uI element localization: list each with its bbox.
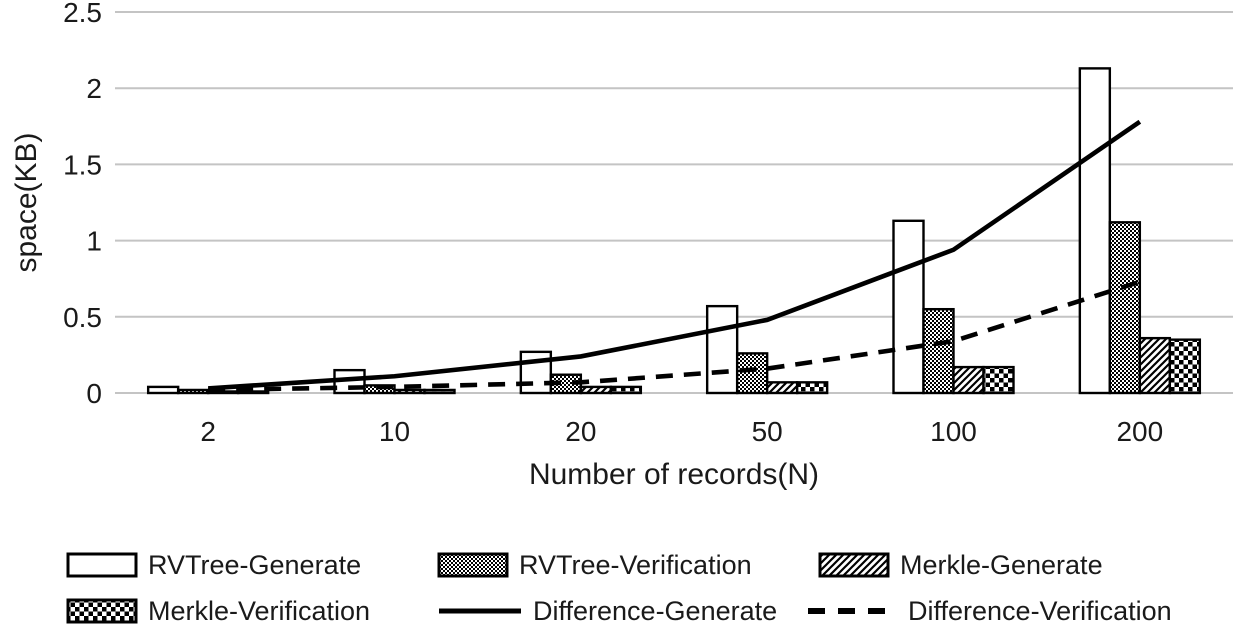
bar-RVTree-Generate-200 — [1078, 67, 1112, 395]
legend-label: Difference-Generate — [533, 596, 778, 626]
legend-swatch-white-bar-icon — [66, 552, 138, 578]
lines — [208, 119, 1142, 393]
legend-swatch-fine-checker-icon — [437, 552, 509, 578]
legend-item-rvtree-generate: RVTree-Generate — [66, 549, 361, 581]
legend-item-rvtree-verification: RVTree-Verification — [437, 549, 752, 581]
bar-Merkle-Verification-50 — [795, 381, 829, 395]
y-tick-label: 2 — [86, 73, 102, 104]
y-tick-label: 0.5 — [63, 302, 102, 333]
bar-Merkle-Generate-200 — [1138, 336, 1172, 395]
line-Difference-Verification — [208, 279, 1141, 393]
y-tick-label: 2.5 — [63, 0, 102, 28]
y-axis-title: space(KB) — [10, 132, 43, 272]
x-tick-label: 50 — [752, 416, 783, 447]
legend-label: Merkle-Verification — [148, 596, 371, 626]
bar-Merkle-Verification-10 — [423, 388, 456, 395]
legend-label: RVTree-Generate — [148, 550, 362, 580]
legend-label: RVTree-Verification — [519, 550, 752, 580]
bar-Merkle-Generate-20 — [579, 385, 613, 395]
legend-swatch-dashed-line-icon — [808, 608, 898, 614]
x-tick-label: 20 — [565, 416, 596, 447]
legend-swatch-checkerboard-icon — [66, 598, 138, 624]
y-tick-label: 0 — [86, 378, 102, 409]
x-tick-label: 100 — [930, 416, 977, 447]
bar-RVTree-Verification-200 — [1108, 221, 1142, 395]
bar-Merkle-Generate-50 — [765, 381, 799, 395]
legend-label: Difference-Verification — [908, 596, 1172, 626]
bar-RVTree-Verification-2 — [176, 388, 210, 395]
bar-Merkle-Verification-100 — [982, 365, 1015, 395]
x-tick-label: 200 — [1116, 416, 1163, 447]
bar-RVTree-Verification-50 — [735, 352, 769, 395]
bar-Merkle-Verification-20 — [609, 385, 643, 395]
line-Difference-Generate — [208, 119, 1142, 391]
x-tick-label: 2 — [200, 416, 216, 447]
bars — [146, 67, 1202, 395]
x-tick-label: 10 — [379, 416, 410, 447]
y-tick-label: 1 — [86, 226, 102, 257]
bar-Merkle-Generate-100 — [952, 365, 985, 395]
gridlines — [115, 11, 1233, 394]
legend-swatch-solid-line-icon — [439, 608, 521, 614]
legend-item-merkle-generate: Merkle-Generate — [818, 549, 1103, 581]
bar-RVTree-Generate-100 — [892, 219, 925, 395]
axis-text: 0 0.5 1 1.5 2 2.5 2 10 20 50 100 200 Number of recor… — [10, 0, 1163, 491]
combo-chart-plot: 0 0.5 1 1.5 2 2.5 2 10 20 50 100 200 Number of recor… — [10, 0, 1233, 491]
legend-item-difference-verification: Difference-Verification — [806, 595, 1172, 627]
bar-Merkle-Verification-2 — [236, 390, 270, 395]
legend-swatch-diagonal-hatch-icon — [818, 552, 890, 578]
y-tick-label: 1.5 — [63, 149, 102, 180]
bar-RVTree-Generate-2 — [146, 385, 180, 395]
x-axis-title: Number of records(N) — [529, 458, 819, 491]
bar-RVTree-Verification-100 — [922, 307, 955, 395]
bar-Merkle-Verification-200 — [1168, 338, 1202, 395]
legend-label: Merkle-Generate — [900, 550, 1103, 580]
bar-RVTree-Generate-50 — [705, 304, 739, 395]
legend-item-merkle-verification: Merkle-Verification — [66, 595, 370, 627]
legend-item-difference-generate: Difference-Generate — [437, 595, 777, 627]
bar-Merkle-Generate-10 — [393, 388, 426, 395]
